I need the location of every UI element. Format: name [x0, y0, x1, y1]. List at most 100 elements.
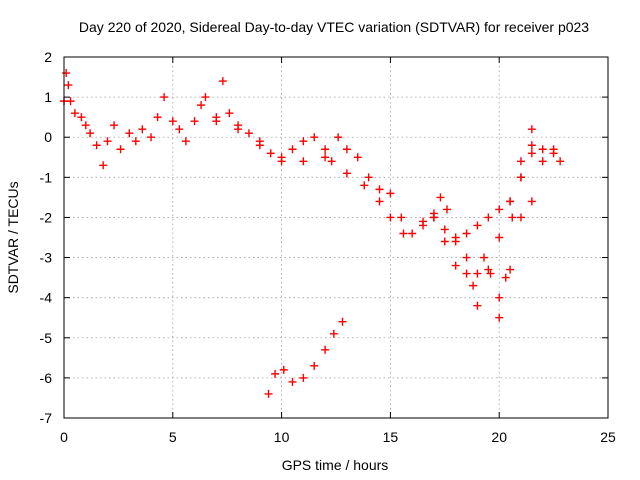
data-point: [271, 369, 280, 378]
data-point: [264, 389, 273, 398]
data-point: [462, 229, 471, 238]
data-point: [451, 261, 460, 270]
y-tick-label: -4: [40, 290, 53, 306]
plot-frame: [63, 56, 609, 419]
data-point: [153, 113, 162, 122]
data-point: [81, 121, 90, 130]
data-point: [86, 129, 95, 138]
data-point: [147, 133, 156, 142]
data-point: [288, 145, 297, 154]
data-point: [310, 361, 319, 370]
y-tick-label: -6: [40, 370, 53, 386]
data-point: [70, 109, 79, 118]
data-point: [506, 197, 515, 206]
data-point: [255, 141, 264, 150]
data-point: [495, 313, 504, 322]
data-point: [495, 233, 504, 242]
tick-labels: 0 5 10 15 20 25 -7 -6 -5 -4 -3 -2 -1 0 1 2: [40, 49, 616, 445]
data-point: [277, 157, 286, 166]
data-point: [168, 117, 177, 126]
x-axis-label: GPS time / hours: [282, 457, 389, 473]
data-point: [451, 233, 460, 242]
data-point: [103, 137, 112, 146]
data-point: [386, 189, 395, 198]
data-point: [556, 157, 565, 166]
data-point: [310, 133, 319, 142]
data-point: [321, 345, 330, 354]
y-axis-label: SDTVAR / TECUs: [5, 181, 21, 293]
y-tick-label: -5: [40, 330, 53, 346]
data-point: [440, 225, 449, 234]
y-tick-label: 0: [44, 129, 52, 145]
data-point: [299, 137, 308, 146]
data-point: [125, 129, 134, 138]
data-point: [508, 213, 517, 222]
data-point: [353, 153, 362, 162]
data-point: [538, 157, 547, 166]
data-point: [364, 173, 373, 182]
data-point: [506, 265, 515, 274]
data-point: [321, 145, 330, 154]
data-point: [279, 365, 288, 374]
data-point: [77, 113, 86, 122]
data-point: [462, 253, 471, 262]
data-point: [473, 301, 482, 310]
data-point: [440, 237, 449, 246]
data-point: [527, 149, 536, 158]
data-point: [327, 157, 336, 166]
data-point: [419, 217, 428, 226]
data-point: [486, 269, 495, 278]
data-point: [92, 141, 101, 150]
x-tick-label: 5: [169, 429, 177, 445]
x-tick-label: 10: [274, 429, 290, 445]
data-point: [397, 213, 406, 222]
data-point: [116, 145, 125, 154]
data-point: [175, 125, 184, 134]
data-point: [473, 269, 482, 278]
x-tick-label: 0: [60, 429, 68, 445]
data-point: [527, 141, 536, 150]
data-point: [212, 117, 221, 126]
y-tick-label: 2: [44, 49, 52, 65]
data-point: [218, 77, 227, 86]
data-point: [197, 101, 206, 110]
data-point: [329, 329, 338, 338]
data-point: [288, 377, 297, 386]
data-point: [321, 153, 330, 162]
data-point: [334, 133, 343, 142]
data-points: [60, 69, 565, 398]
y-tick-label: -7: [40, 410, 53, 426]
data-point: [234, 125, 243, 134]
data-point: [516, 173, 525, 182]
data-point: [473, 221, 482, 230]
data-point: [99, 161, 108, 170]
data-point: [299, 157, 308, 166]
y-tick-label: 1: [44, 89, 52, 105]
x-tick-label: 25: [600, 429, 616, 445]
data-point: [442, 205, 451, 214]
gridlines: [64, 57, 608, 418]
data-point: [516, 213, 525, 222]
chart-title: Day 220 of 2020, Sidereal Day-to-day VTE…: [79, 19, 589, 35]
data-point: [527, 125, 536, 134]
data-point: [160, 93, 169, 102]
data-point: [516, 157, 525, 166]
x-tick-label: 20: [491, 429, 507, 445]
data-point: [64, 81, 73, 90]
data-point: [495, 293, 504, 302]
data-point: [375, 185, 384, 194]
data-point: [501, 273, 510, 282]
y-tick-label: -2: [40, 209, 53, 225]
data-point: [342, 145, 351, 154]
data-point: [386, 213, 395, 222]
y-tick-label: -3: [40, 250, 53, 266]
data-point: [131, 137, 140, 146]
data-point: [62, 69, 71, 78]
data-point: [538, 145, 547, 154]
data-point: [138, 125, 147, 134]
axis-ticks: [63, 56, 609, 419]
data-point: [110, 121, 119, 130]
data-point: [201, 93, 210, 102]
data-point: [299, 373, 308, 382]
